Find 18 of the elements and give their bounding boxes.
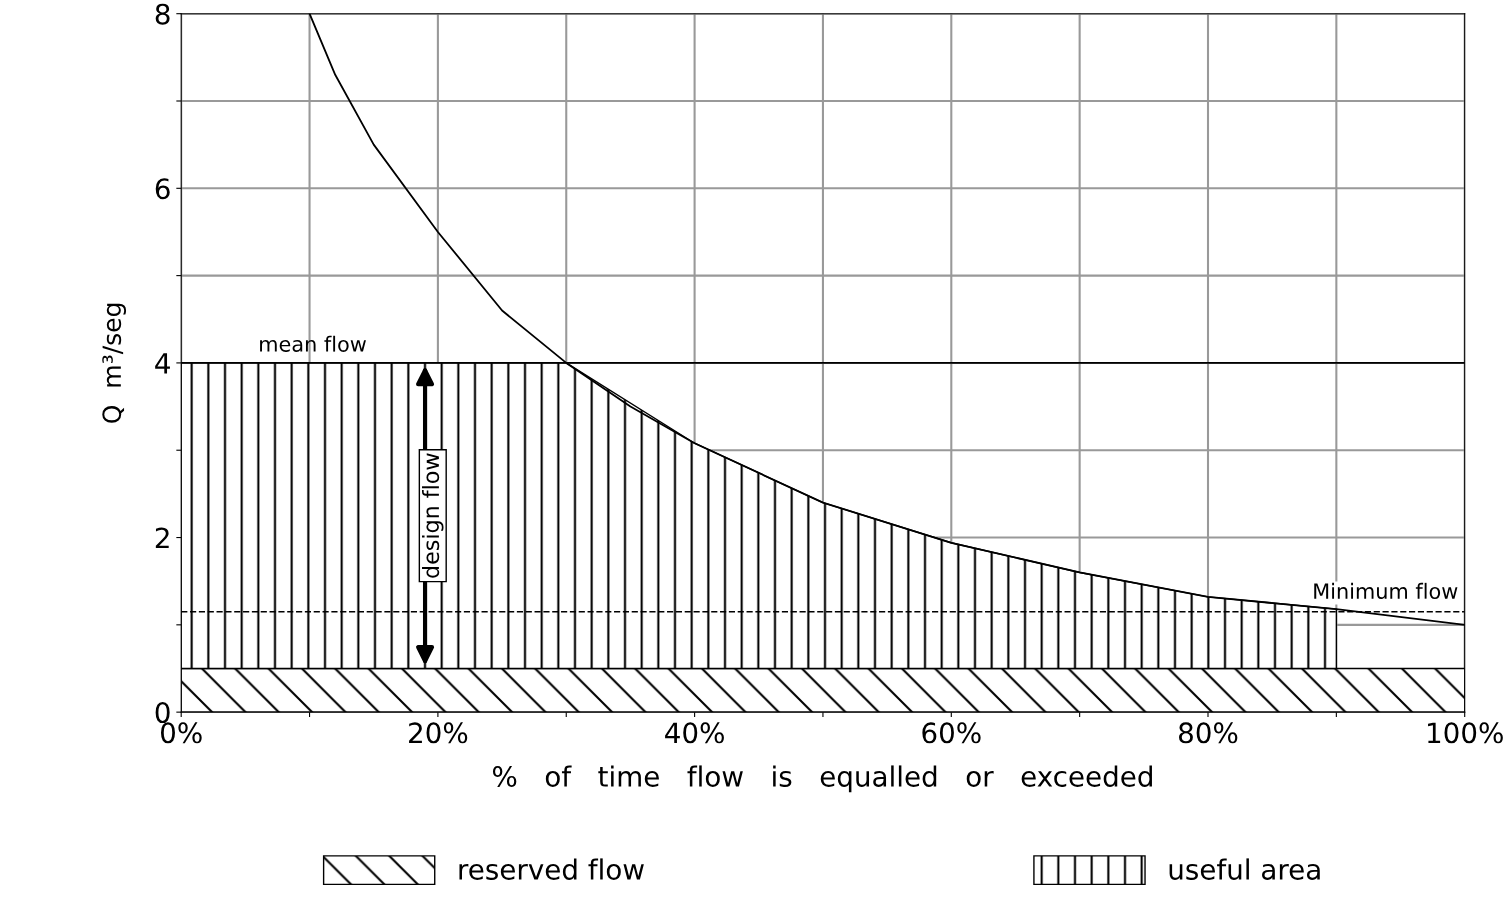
ref-line-label: mean flow bbox=[260, 335, 366, 352]
x-tick-label: 100% bbox=[1428, 722, 1503, 744]
x-tick-label: 80% bbox=[1179, 722, 1238, 744]
x-tick-label: 0% bbox=[161, 722, 202, 744]
legend-label: reserved flow bbox=[459, 858, 644, 880]
y-axis-title: Q m³/seg bbox=[102, 303, 127, 423]
y-tick-label: 0 bbox=[155, 702, 170, 724]
x-tick-label: 40% bbox=[665, 722, 724, 744]
x-tick-label: 60% bbox=[922, 722, 981, 744]
annotation: design flow bbox=[422, 453, 444, 578]
ref-line-label: Minimum flow bbox=[1314, 582, 1458, 599]
y-tick-label: 2 bbox=[155, 527, 169, 549]
y-tick-label: 8 bbox=[155, 3, 170, 25]
x-axis-title: % of time flow is equalled or exceeded bbox=[492, 765, 1152, 793]
y-tick-label: 4 bbox=[155, 353, 170, 374]
x-tick-label: 20% bbox=[409, 722, 468, 744]
legend-label: useful area bbox=[1169, 858, 1320, 880]
y-tick-label: 6 bbox=[155, 178, 170, 200]
